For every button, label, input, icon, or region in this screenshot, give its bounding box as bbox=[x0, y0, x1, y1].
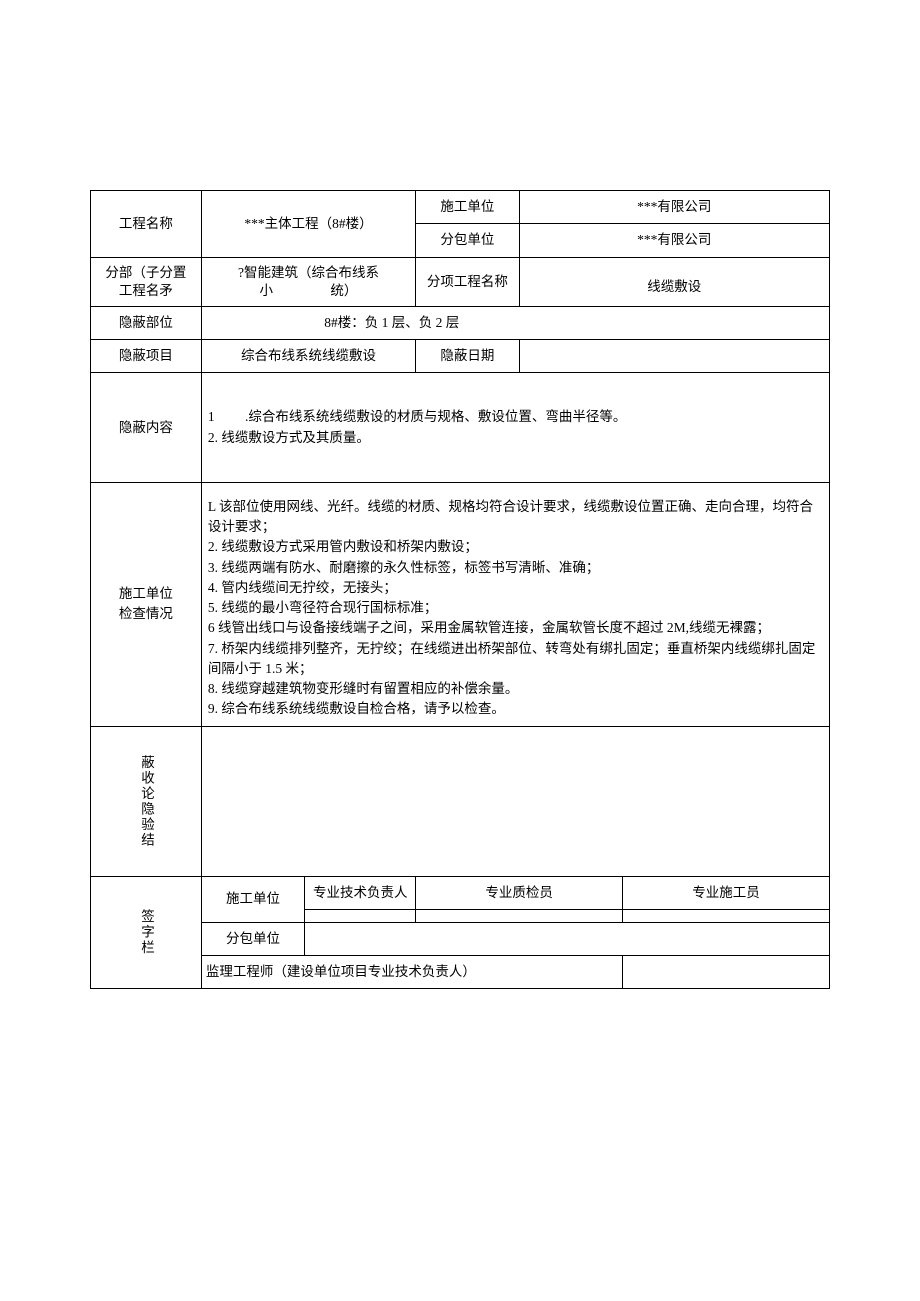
inspection-item-6: 6 线管出线口与设备接线端子之间，采用金属软管连接，金属软管长度不超过 2M,线… bbox=[208, 618, 823, 638]
sig-supervisor-label: 监理工程师（建设单位项目专业技术负责人） bbox=[201, 956, 622, 989]
hidden-content-body: 1 .综合布线系统线缆敷设的材质与规格、敷设位置、弯曲半径等。 2. 线缆敷设方… bbox=[201, 373, 829, 483]
inspection-item-9: 9. 综合布线系统线缆敷设自检合格，请予以检查。 bbox=[208, 699, 823, 719]
construction-unit-value: ***有限公司 bbox=[519, 191, 829, 224]
hidden-content-label: 隐蔽内容 bbox=[91, 373, 202, 483]
division-label: 分部（子分置 工程名矛 bbox=[91, 257, 202, 306]
sub-project-value: 线缆敷设 bbox=[519, 257, 829, 306]
sub-project-label: 分项工程名称 bbox=[416, 257, 519, 306]
inspection-item-4: 4. 管内线缆间无拧绞，无接头； bbox=[208, 578, 823, 598]
inspection-item-8: 8. 线缆穿越建筑物变形缝时有留置相应的补偿余量。 bbox=[208, 679, 823, 699]
conclusion-body bbox=[201, 726, 829, 876]
sig-construction-label: 施工单位 bbox=[201, 876, 304, 922]
content-line2: 2. 线缆敷设方式及其质量。 bbox=[208, 430, 370, 445]
hidden-date-value bbox=[519, 340, 829, 373]
signature-block-label-cell: 签字栏 bbox=[91, 876, 202, 989]
sig-worker-value bbox=[623, 909, 830, 922]
sig-supervisor-value bbox=[623, 956, 830, 989]
inspection-item-5: 5. 线缆的最小弯径符合现行国标标准； bbox=[208, 598, 823, 618]
hidden-part-value: 8#楼：负 1 层、负 2 层 bbox=[201, 306, 829, 339]
sig-worker-label: 专业施工员 bbox=[623, 876, 830, 909]
inspection-item-3: 3. 线缆两端有防水、耐磨擦的永久性标签，标签书写清晰、准确； bbox=[208, 558, 823, 578]
sig-tech-lead-value bbox=[305, 909, 416, 922]
sub-unit-value: ***有限公司 bbox=[519, 224, 829, 257]
division-value-line1: ?智能建筑（综合布线系 bbox=[238, 265, 379, 280]
inspection-label-line1: 施工单位 bbox=[119, 586, 173, 601]
construction-unit-label: 施工单位 bbox=[416, 191, 519, 224]
sig-subcontractor-value bbox=[305, 922, 830, 955]
project-name-value: ***主体工程（8#楼） bbox=[201, 191, 415, 258]
inspection-label-line2: 检查情况 bbox=[119, 606, 173, 621]
sig-tech-lead-label: 专业技术负责人 bbox=[305, 876, 416, 909]
sig-qc-label: 专业质检员 bbox=[416, 876, 623, 909]
inspection-item-1: L 该部位使用网线、光纤。线缆的材质、规格均符合设计要求，线缆敷设位置正确、走向… bbox=[208, 497, 823, 538]
hidden-item-label: 隐蔽项目 bbox=[91, 340, 202, 373]
conclusion-label: 蔽收论隐验结 bbox=[136, 755, 156, 848]
hidden-date-label: 隐蔽日期 bbox=[416, 340, 519, 373]
hidden-part-label: 隐蔽部位 bbox=[91, 306, 202, 339]
project-name-label: 工程名称 bbox=[91, 191, 202, 258]
division-label-line2: 工程名矛 bbox=[119, 283, 173, 298]
inspection-label: 施工单位 检查情况 bbox=[91, 482, 202, 726]
inspection-body: L 该部位使用网线、光纤。线缆的材质、规格均符合设计要求，线缆敷设位置正确、走向… bbox=[201, 482, 829, 726]
inspection-item-2: 2. 线缆敷设方式采用管内敷设和桥架内敷设； bbox=[208, 537, 823, 557]
division-value: ?智能建筑（综合布线系 小 统） bbox=[201, 257, 415, 306]
division-label-line1: 分部（子分置 bbox=[105, 265, 186, 280]
conclusion-label-cell: 蔽收论隐验结 bbox=[91, 726, 202, 876]
content-line1-prefix: 1 bbox=[208, 409, 215, 424]
form-table: 工程名称 ***主体工程（8#楼） 施工单位 ***有限公司 分包单位 ***有… bbox=[90, 190, 830, 989]
sub-unit-label: 分包单位 bbox=[416, 224, 519, 257]
signature-block-label: 签字栏 bbox=[136, 909, 156, 956]
sig-subcontractor-label: 分包单位 bbox=[201, 922, 304, 955]
content-line1-rest: .综合布线系统线缆敷设的材质与规格、敷设位置、弯曲半径等。 bbox=[218, 409, 626, 424]
inspection-item-7: 7. 桥架内线缆排列整齐，无拧绞；在线缆进出桥架部位、转弯处有绑扎固定；垂直桥架… bbox=[208, 639, 823, 680]
division-value-line2: 小 统） bbox=[260, 283, 358, 298]
sig-qc-value bbox=[416, 909, 623, 922]
hidden-item-value: 综合布线系统线缆敷设 bbox=[201, 340, 415, 373]
